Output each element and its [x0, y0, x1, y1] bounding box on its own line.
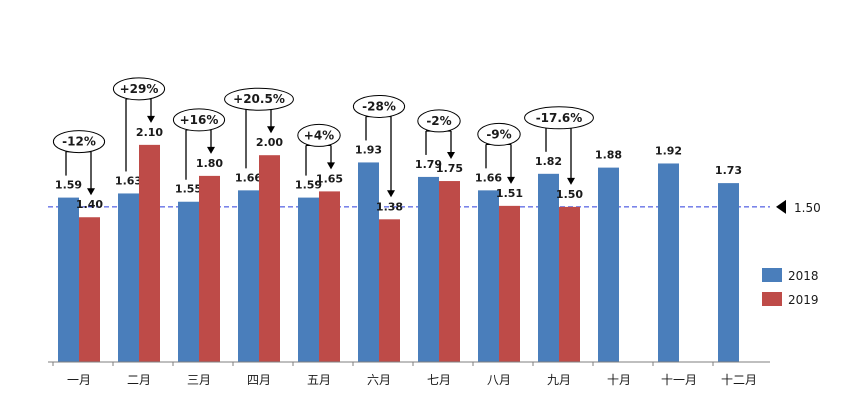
annotations-group: -12% +29% +16% +20.5% +4% -28% -2% -9% -17.6%	[52, 77, 594, 198]
annotation-label: -2%	[426, 114, 451, 128]
data-label-2018: 1.88	[595, 149, 622, 162]
annotation-ellipse	[524, 106, 594, 130]
annotation-ellipse	[297, 123, 341, 147]
annotation-label: +20.5%	[233, 92, 285, 106]
bar-2018	[298, 197, 319, 362]
annotation-label: -12%	[62, 135, 96, 149]
bar-2018	[478, 190, 499, 362]
annotation-ellipse	[112, 77, 166, 101]
annotation-label: -17.6%	[536, 111, 583, 125]
annotation-label: -9%	[486, 127, 511, 141]
x-tick-label: 十月	[607, 373, 631, 387]
bar-2018	[538, 173, 559, 362]
bar-2019	[559, 206, 580, 362]
arrow-down-icon	[447, 152, 455, 160]
x-tick-label: 四月	[247, 373, 271, 387]
data-label-2018: 1.73	[715, 164, 742, 177]
legend-label-2018: 2018	[788, 269, 819, 283]
x-tick-label: 二月	[127, 373, 151, 387]
x-tick-label: 十二月	[721, 373, 757, 387]
bar-2018	[418, 176, 439, 362]
data-label-2019: 1.40	[76, 198, 103, 211]
x-tick-label: 五月	[307, 373, 331, 387]
bar-2019	[499, 205, 520, 362]
data-label-2019: 2.00	[256, 136, 283, 149]
annotation-ellipse	[477, 122, 521, 146]
arrow-down-icon	[387, 190, 395, 198]
bar-2019	[79, 217, 100, 362]
data-label-2018: 1.66	[475, 171, 502, 184]
annotation-label: +29%	[120, 82, 159, 96]
data-label-2018: 1.92	[655, 144, 682, 157]
data-label-2018: 1.82	[535, 155, 562, 168]
annotation-ellipse	[417, 109, 461, 133]
data-label-2019: 1.50	[556, 188, 583, 201]
arrow-down-icon	[507, 176, 515, 184]
arrow-down-icon	[567, 177, 575, 185]
x-tick-label: 六月	[367, 373, 391, 387]
bar-2019	[319, 191, 340, 362]
annotation-label: -28%	[362, 99, 396, 113]
annotation-ellipse	[52, 130, 106, 154]
annotation-ellipse	[352, 94, 406, 118]
bar-2018	[58, 197, 79, 362]
data-label-2018: 1.66	[235, 171, 262, 184]
bar-2019	[139, 144, 160, 362]
reference-line-label: 1.50	[794, 201, 821, 215]
arrow-down-icon	[267, 126, 275, 134]
bar-2018	[598, 167, 619, 362]
x-tick-label: 三月	[187, 373, 211, 387]
arrow-down-icon	[207, 146, 215, 154]
annotation-label: +4%	[304, 128, 334, 142]
bar-2019	[199, 175, 220, 362]
bar-2018	[658, 163, 679, 362]
annotation-label: +16%	[180, 113, 219, 127]
bar-2019	[379, 219, 400, 362]
data-label-2019: 1.51	[496, 187, 523, 200]
data-label-2019: 1.65	[316, 172, 343, 185]
bar-2018	[118, 193, 139, 362]
arrow-down-icon	[327, 162, 335, 170]
x-tick-label: 八月	[487, 373, 511, 387]
reference-line-group: 1.50	[48, 199, 821, 215]
bar-2018	[718, 183, 739, 362]
reference-marker-icon	[776, 199, 786, 214]
arrow-down-icon	[87, 188, 95, 196]
legend-swatch-2019	[762, 292, 782, 306]
data-label-2018: 1.55	[175, 183, 202, 196]
bar-2019	[439, 181, 460, 362]
bar-2019	[259, 155, 280, 362]
legend-swatch-2018	[762, 268, 782, 282]
bars-group: 1.591.401.632.101.551.801.662.001.591.65…	[55, 126, 742, 362]
data-label-2019: 2.10	[136, 126, 163, 139]
data-label-2019: 1.75	[436, 162, 463, 175]
x-tick-label: 七月	[427, 373, 451, 387]
data-label-2019: 1.38	[376, 200, 403, 213]
data-label-2018: 1.79	[415, 158, 442, 171]
annotation-ellipse	[172, 108, 226, 132]
bar-2018	[238, 190, 259, 362]
arrow-down-icon	[147, 115, 155, 123]
data-label-2018: 1.59	[295, 179, 322, 192]
annotation-ellipse	[224, 87, 294, 111]
legend-label-2019: 2019	[788, 293, 819, 307]
data-label-2018: 1.59	[55, 179, 82, 192]
data-label-2018: 1.93	[355, 143, 382, 156]
data-label-2019: 1.80	[196, 157, 223, 170]
bar-2018	[178, 201, 199, 362]
x-tick-label: 一月	[67, 373, 91, 387]
x-axis: 一月 二月 三月 四月 五月 六月 七月 八月 九月 十月 十一月 十二月	[48, 361, 770, 387]
legend: 2018 2019	[762, 268, 819, 307]
data-label-2018: 1.63	[115, 174, 142, 187]
x-tick-label: 十一月	[661, 373, 697, 387]
bar-2018	[358, 162, 379, 362]
x-tick-label: 九月	[547, 373, 571, 387]
